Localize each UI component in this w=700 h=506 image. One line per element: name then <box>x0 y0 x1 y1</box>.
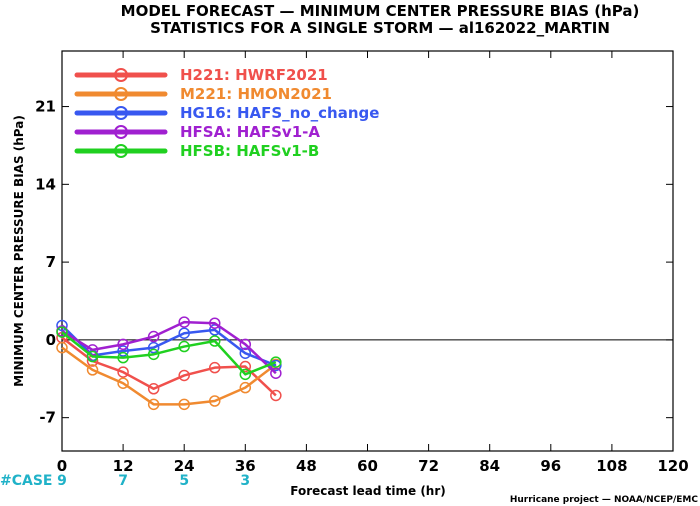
legend-swatch-marker <box>114 87 128 101</box>
series-point <box>239 347 252 359</box>
x-tick-label: 36 <box>235 457 256 475</box>
series-point <box>86 364 99 376</box>
legend-entry-label: HFSA: HAFSv1-A <box>180 123 320 141</box>
series-point <box>56 326 68 338</box>
series-point <box>178 369 190 382</box>
series-point <box>239 368 252 381</box>
series-point <box>178 340 190 353</box>
x-tick-label: 108 <box>596 457 627 475</box>
series-point <box>117 366 129 378</box>
series-point <box>209 395 221 407</box>
series-point <box>178 327 190 339</box>
series-point <box>270 367 282 379</box>
legend-swatch-marker <box>114 68 128 82</box>
case-counts: 9 7 5 3 <box>57 473 250 489</box>
case-label: #CASE <box>0 473 53 489</box>
x-tick-label: 120 <box>657 457 688 475</box>
series-point <box>239 338 252 351</box>
legend-entry-label: M221: HMON2021 <box>180 85 332 103</box>
y-tick-label: 0 <box>46 331 56 349</box>
case-count: 7 <box>118 473 128 489</box>
series-group <box>56 341 282 411</box>
series-line <box>61 336 277 397</box>
series-layer <box>56 316 282 411</box>
series-group <box>56 326 282 381</box>
x-tick-label: 12 <box>113 457 134 475</box>
series-point <box>147 383 160 395</box>
series-point <box>147 348 160 361</box>
series-point <box>178 398 190 411</box>
y-tick-label: 21 <box>35 98 56 116</box>
series-point <box>147 341 160 354</box>
legend-entry-label: HFSB: HAFSv1-B <box>180 142 319 160</box>
legend-entry-label: HG16: HAFS_no_change <box>180 104 379 122</box>
series-point <box>209 335 221 347</box>
y-tick-label: -7 <box>39 409 56 427</box>
series-point <box>147 398 160 411</box>
x-tick-label: 84 <box>479 457 500 475</box>
series-point <box>209 324 221 336</box>
case-count: 3 <box>240 473 250 489</box>
legend-entry-label: H221: HWRF2021 <box>180 66 328 84</box>
y-tick-label: 14 <box>35 175 56 193</box>
x-tick-label: 24 <box>174 457 195 475</box>
series-point <box>178 316 190 328</box>
chart-subtitle: STATISTICS FOR A SINGLE STORM — al162022… <box>150 19 610 37</box>
series-group <box>56 331 282 402</box>
series-point <box>209 317 221 329</box>
case-count: 9 <box>57 473 67 489</box>
series-point <box>86 350 99 363</box>
series-point <box>239 360 252 373</box>
x-tick-label: 96 <box>540 457 561 475</box>
series-point <box>270 356 282 368</box>
x-tick-label: 60 <box>357 457 378 475</box>
credit-text: Hurricane project — NOAA/NCEP/EMC <box>510 495 699 505</box>
series-point <box>56 319 68 332</box>
series-point <box>239 381 252 394</box>
y-tick-label: 7 <box>46 253 56 271</box>
legend-swatch-marker <box>114 125 128 139</box>
series-point <box>270 389 282 402</box>
series-point <box>117 338 129 351</box>
legend-swatch-marker <box>114 144 128 158</box>
series-point <box>86 344 99 356</box>
series-point <box>209 361 221 374</box>
x-axis-label: Forecast lead time (hr) <box>290 484 446 498</box>
x-tick-label: 48 <box>296 457 317 475</box>
legend-swatch-marker <box>114 106 128 120</box>
series-point <box>56 341 68 354</box>
y-axis-label: MINIMUM CENTER PRESSURE BIAS (hPa) <box>12 115 26 387</box>
x-axis-ticks: 0 12 24 36 48 60 72 84 96 108 120 <box>57 51 689 475</box>
series-point <box>147 330 160 343</box>
series-group <box>56 316 282 379</box>
case-count: 5 <box>179 473 189 489</box>
chart-title: MODEL FORECAST — MINIMUM CENTER PRESSURE… <box>121 2 640 20</box>
y-axis-ticks: -7 0 7 14 21 <box>35 98 673 427</box>
series-point <box>117 377 129 389</box>
x-tick-label: 0 <box>57 457 67 475</box>
x-tick-label: 72 <box>418 457 439 475</box>
series-point <box>117 351 129 364</box>
series-point <box>117 345 129 357</box>
